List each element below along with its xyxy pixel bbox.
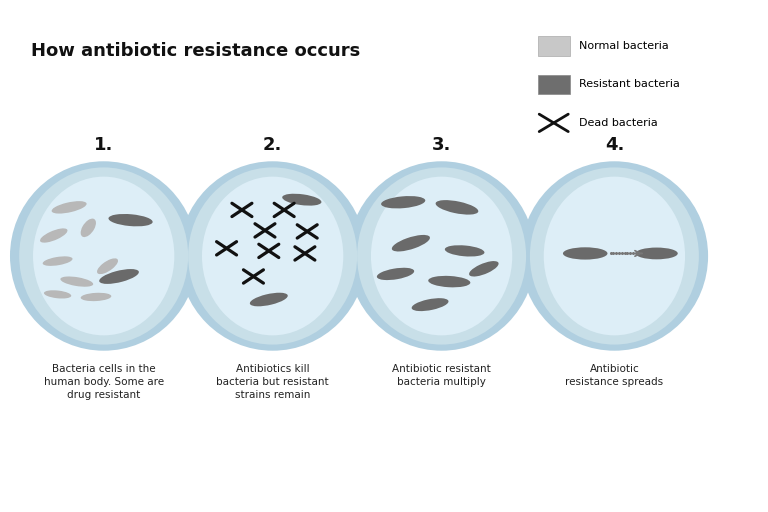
Text: 3.: 3. <box>432 136 452 154</box>
Ellipse shape <box>469 261 498 276</box>
Ellipse shape <box>44 290 71 298</box>
Ellipse shape <box>348 161 535 351</box>
Ellipse shape <box>429 276 470 287</box>
Text: Normal bacteria: Normal bacteria <box>579 41 669 51</box>
Ellipse shape <box>81 219 96 237</box>
Ellipse shape <box>412 298 449 311</box>
Text: 2.: 2. <box>263 136 283 154</box>
Ellipse shape <box>179 161 366 351</box>
Ellipse shape <box>33 177 174 335</box>
Ellipse shape <box>394 236 425 248</box>
Ellipse shape <box>46 291 69 295</box>
Ellipse shape <box>252 293 284 303</box>
Ellipse shape <box>282 194 322 206</box>
Ellipse shape <box>521 161 708 351</box>
Ellipse shape <box>97 259 118 274</box>
Ellipse shape <box>563 247 607 260</box>
Bar <box>538 36 570 56</box>
Ellipse shape <box>392 235 430 251</box>
Ellipse shape <box>10 161 197 351</box>
Ellipse shape <box>432 277 468 283</box>
Ellipse shape <box>286 195 319 202</box>
Ellipse shape <box>64 277 91 284</box>
Ellipse shape <box>357 167 526 345</box>
Ellipse shape <box>379 268 411 276</box>
Ellipse shape <box>19 167 188 345</box>
Ellipse shape <box>41 229 64 240</box>
Ellipse shape <box>45 257 70 263</box>
Ellipse shape <box>61 276 93 287</box>
Text: Bacteria cells in the
human body. Some are
drug resistant: Bacteria cells in the human body. Some a… <box>44 364 164 400</box>
Ellipse shape <box>40 228 68 243</box>
Ellipse shape <box>566 248 604 254</box>
Ellipse shape <box>544 177 685 335</box>
Text: How antibiotic resistance occurs: How antibiotic resistance occurs <box>31 42 360 60</box>
Ellipse shape <box>636 248 678 259</box>
Ellipse shape <box>101 270 135 280</box>
Ellipse shape <box>112 215 150 222</box>
Text: Resistant bacteria: Resistant bacteria <box>579 79 680 90</box>
Bar <box>538 75 570 94</box>
Text: Antibiotic resistant
bacteria multiply: Antibiotic resistant bacteria multiply <box>392 364 491 387</box>
Ellipse shape <box>81 293 111 301</box>
Ellipse shape <box>384 197 422 204</box>
Ellipse shape <box>435 200 478 215</box>
Text: 1.: 1. <box>94 136 114 154</box>
Ellipse shape <box>51 201 87 214</box>
Ellipse shape <box>98 259 114 272</box>
Ellipse shape <box>440 201 476 210</box>
Ellipse shape <box>43 257 72 266</box>
Ellipse shape <box>377 268 414 280</box>
Text: Dead bacteria: Dead bacteria <box>579 118 658 128</box>
Ellipse shape <box>250 293 288 306</box>
Ellipse shape <box>202 177 343 335</box>
Ellipse shape <box>530 167 699 345</box>
Ellipse shape <box>108 214 153 226</box>
Ellipse shape <box>381 196 425 208</box>
Ellipse shape <box>188 167 357 345</box>
Ellipse shape <box>81 220 91 235</box>
Ellipse shape <box>99 269 139 284</box>
Text: 4.: 4. <box>604 136 624 154</box>
Ellipse shape <box>371 177 512 335</box>
Text: Antibiotics kill
bacteria but resistant
strains remain: Antibiotics kill bacteria but resistant … <box>217 364 329 400</box>
Ellipse shape <box>639 249 674 254</box>
Ellipse shape <box>445 245 485 257</box>
Ellipse shape <box>470 262 495 273</box>
Ellipse shape <box>54 202 83 210</box>
Ellipse shape <box>83 293 109 298</box>
Ellipse shape <box>449 246 482 252</box>
Ellipse shape <box>414 299 445 307</box>
Text: Antibiotic
resistance spreads: Antibiotic resistance spreads <box>565 364 664 387</box>
